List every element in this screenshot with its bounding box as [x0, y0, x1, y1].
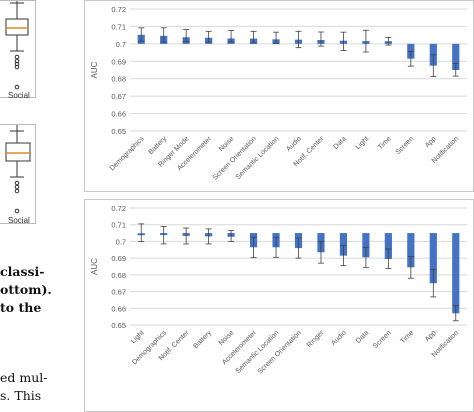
chart-panel-bottom: 0.65 0.66 0.67 0.68 0.69 0.7 0.71 0.72 AUC Light D… [84, 199, 474, 412]
bar [362, 233, 370, 258]
chart-panel-top: 0.65 0.66 0.67 0.68 0.69 0.7 0.71 0.72 AUC Demogr… [84, 0, 474, 192]
boxplot-bottom-graphic [5, 125, 31, 214]
y-tick-label: 0.71 [111, 221, 126, 230]
auc-chart-bottom: 0.65 0.66 0.67 0.68 0.69 0.7 0.71 0.72 AUC Light D… [90, 204, 467, 376]
x-tick-label: Demographics [109, 135, 146, 172]
x-tick-label: Battery [192, 329, 213, 350]
bar [452, 43, 460, 70]
y-tick-label: 0.65 [111, 127, 126, 136]
y-tick-label: 0.66 [111, 304, 126, 313]
bar [407, 233, 415, 268]
x-tick-label: Data [332, 135, 347, 150]
x-tick-label: Semantic Location [235, 135, 281, 181]
boxplot-thumbnail-bottom: Social [0, 124, 36, 225]
y-tick-label: 0.67 [111, 288, 126, 297]
caption-line-3: to the [0, 300, 42, 315]
y-tick-label: 0.69 [111, 57, 126, 66]
x-tick-label: Data [355, 329, 370, 344]
bar [452, 233, 460, 314]
y-tick-label: 0.72 [111, 5, 126, 14]
y-axis-label: AUC [90, 258, 99, 275]
x-tick-label: App [424, 329, 438, 343]
bar [339, 233, 348, 256]
y-axis-label: AUC [90, 61, 99, 78]
x-tick-label: Light [355, 135, 371, 151]
x-tick-label: Semantic Location [235, 329, 281, 375]
y-tick-label: 0.68 [111, 75, 126, 84]
boxplot-top-graphic [5, 1, 29, 90]
y-tick-label: 0.67 [111, 92, 126, 101]
y-tick-label: 0.65 [111, 321, 126, 330]
body-line-2: s. This [0, 388, 42, 403]
x-tick-label: Ringer [306, 329, 326, 349]
x-tick-label: Audio [285, 135, 303, 153]
caption-line-2: ottom). [0, 282, 52, 297]
auc-chart-top: 0.65 0.66 0.67 0.68 0.69 0.7 0.71 0.72 AUC Demogr… [90, 5, 467, 182]
y-tick-label: 0.68 [111, 271, 126, 280]
thumb-bottom-label: Social [8, 216, 30, 225]
x-tick-label: App [424, 135, 438, 149]
y-tick-label: 0.7 [116, 237, 126, 246]
y-tick-label: 0.69 [111, 254, 126, 263]
x-tick-label: Noise [218, 329, 236, 347]
bar [384, 233, 392, 259]
bar [429, 233, 437, 284]
y-tick-label: 0.7 [116, 40, 126, 49]
x-tick-label: Time [399, 329, 415, 345]
x-tick-label: Screen [372, 329, 393, 350]
y-tick-label: 0.72 [111, 204, 126, 213]
y-tick-label: 0.71 [111, 22, 126, 31]
x-tick-label: Light [130, 329, 146, 345]
boxplot-thumbnail-top: Social [0, 0, 36, 100]
x-tick-label: Audio [330, 329, 348, 347]
body-line-1: ed mul- [0, 370, 48, 385]
x-tick-label: Time [377, 135, 393, 151]
y-tick-label: 0.66 [111, 110, 126, 119]
x-tick-label: Noise [218, 135, 236, 153]
x-tick-label: Battery [147, 135, 168, 156]
thumb-top-label: Social [8, 91, 30, 100]
caption-line-1: classi- [0, 264, 45, 279]
x-tick-label: Screen Orientation [257, 329, 303, 375]
x-tick-label: Screen [395, 135, 416, 156]
left-clipped-region: Social Social classi- ottom). to the ed … [0, 0, 80, 412]
